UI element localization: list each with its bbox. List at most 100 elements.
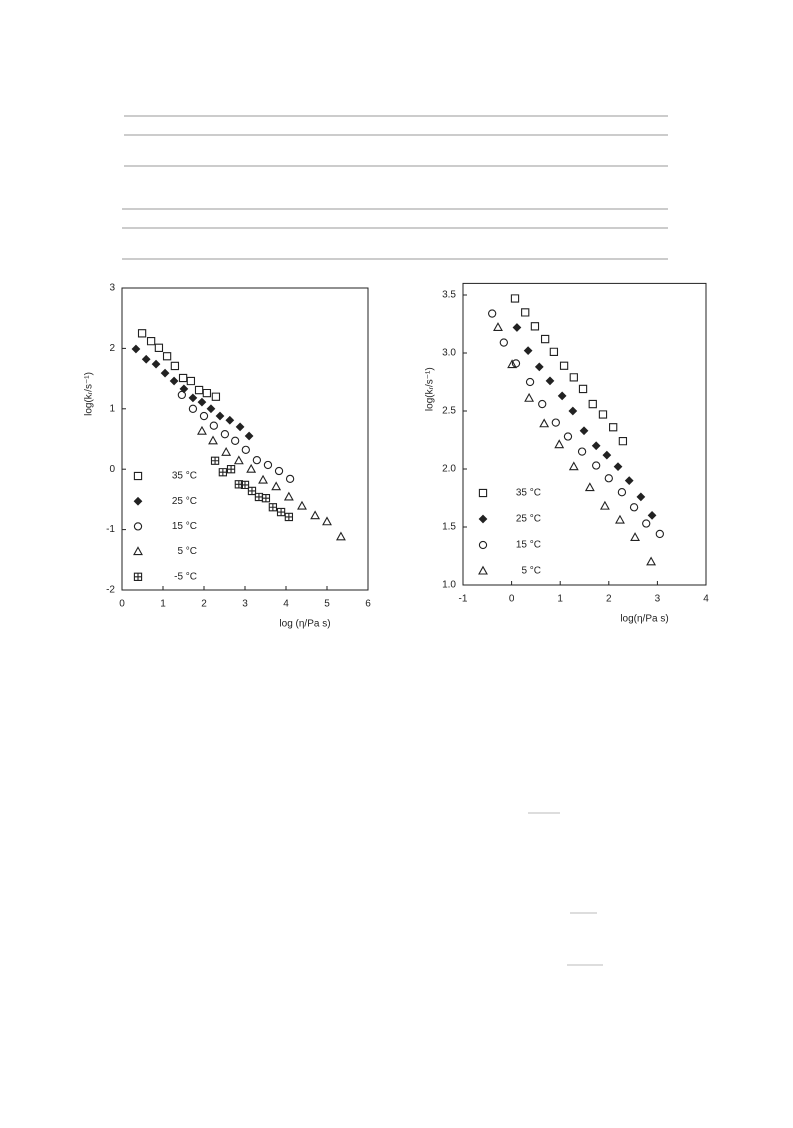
data-point <box>146 337 156 346</box>
data-point <box>569 373 578 382</box>
data-point <box>209 421 218 430</box>
legend-label: 25 °C <box>516 514 541 525</box>
data-point <box>604 474 613 483</box>
data-point <box>588 399 597 409</box>
data-point <box>208 435 218 445</box>
x-tick-label: 4 <box>283 599 289 610</box>
data-point <box>336 531 346 541</box>
data-point <box>178 373 188 383</box>
data-point <box>630 532 640 541</box>
y-tick-label: 1 <box>109 403 115 414</box>
data-point <box>540 334 550 344</box>
legend-label: 5 °C <box>177 546 197 557</box>
data-point <box>274 466 284 476</box>
data-point <box>179 384 189 394</box>
data-point <box>655 529 664 539</box>
data-point <box>563 432 573 441</box>
data-point <box>177 390 187 400</box>
data-point <box>568 461 579 471</box>
y-tick-label: 3.5 <box>442 290 456 301</box>
data-point <box>297 500 307 510</box>
data-point <box>647 511 657 520</box>
data-point <box>202 388 212 398</box>
data-point <box>276 507 286 517</box>
y-tick-label: 3.0 <box>442 348 456 359</box>
data-point <box>131 344 141 354</box>
data-point <box>254 492 264 502</box>
y-tick-label: 1.0 <box>442 580 456 591</box>
y-tick-label: 2 <box>109 343 115 354</box>
data-point <box>534 362 544 372</box>
plot-frame <box>121 287 369 591</box>
data-point <box>220 430 230 439</box>
data-point <box>511 359 521 368</box>
data-point <box>160 368 170 378</box>
data-point <box>507 359 518 369</box>
legend-marker <box>478 565 488 575</box>
data-point <box>523 346 533 356</box>
data-point <box>512 323 522 332</box>
data-point <box>211 392 221 401</box>
legend-marker <box>478 540 488 550</box>
x-tick-label: 1 <box>160 599 166 610</box>
y-axis-label: log(kᵣ/s⁻¹) <box>84 372 95 416</box>
chart: -1 0 1 2 3 4 1.0 1.5 2.0 2.5 3.0 3.5 log(η/Pa s) log(… <box>425 282 709 625</box>
y-tick-label: 2.5 <box>442 406 456 417</box>
data-point <box>231 436 240 445</box>
x-tick-label: 1 <box>557 594 563 605</box>
data-point <box>530 322 540 331</box>
x-tick-label: 4 <box>703 594 709 605</box>
data-point <box>584 482 595 492</box>
legend-marker <box>133 522 143 531</box>
legend-label: 5 °C <box>521 566 541 577</box>
data-point <box>493 322 503 332</box>
data-point <box>162 352 172 361</box>
legend-label: 15 °C <box>516 540 541 551</box>
legend-marker <box>478 514 488 524</box>
data-point <box>210 456 220 465</box>
data-point <box>252 456 262 465</box>
data-point <box>592 461 601 470</box>
data-point <box>271 481 282 491</box>
data-point <box>285 474 295 484</box>
data-point <box>284 512 294 522</box>
x-tick-label: 3 <box>242 599 248 610</box>
data-point <box>646 556 657 566</box>
plot-frame <box>462 282 707 586</box>
data-point <box>244 431 254 441</box>
data-point <box>247 486 257 496</box>
data-point <box>170 361 180 371</box>
data-point <box>197 425 207 435</box>
data-point <box>188 404 198 413</box>
data-point <box>554 439 565 449</box>
data-point <box>642 519 651 528</box>
x-tick-label: 0 <box>119 599 125 610</box>
y-tick-label: 3 <box>109 283 115 294</box>
data-point <box>524 392 535 402</box>
legend-marker <box>133 546 143 556</box>
data-point <box>598 410 608 419</box>
data-point <box>235 422 245 432</box>
data-point <box>525 377 535 387</box>
data-point <box>551 418 560 427</box>
data-point <box>499 338 508 347</box>
x-axis-label: log (η/Pa s) <box>279 619 330 630</box>
data-point <box>197 397 207 407</box>
data-point <box>568 406 578 416</box>
y-tick-label: 1.5 <box>442 522 456 533</box>
x-tick-label: -1 <box>459 594 468 605</box>
data-point <box>215 411 225 421</box>
data-point <box>629 503 639 512</box>
data-point <box>613 462 623 472</box>
data-point <box>186 376 196 386</box>
chart: 0 1 2 3 4 5 6 -2 -1 0 1 2 3 log (η/Pa s) log(kᵣ/s⁻¹) 35… <box>84 283 372 630</box>
data-point <box>258 474 268 484</box>
data-point <box>154 343 164 352</box>
legend-marker <box>133 572 143 581</box>
data-point <box>268 503 278 512</box>
legend-marker <box>133 471 143 481</box>
data-point <box>538 399 547 409</box>
data-point <box>579 426 589 436</box>
y-tick-label: -1 <box>106 524 115 535</box>
